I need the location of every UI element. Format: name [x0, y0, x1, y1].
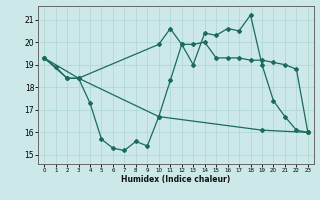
X-axis label: Humidex (Indice chaleur): Humidex (Indice chaleur) — [121, 175, 231, 184]
